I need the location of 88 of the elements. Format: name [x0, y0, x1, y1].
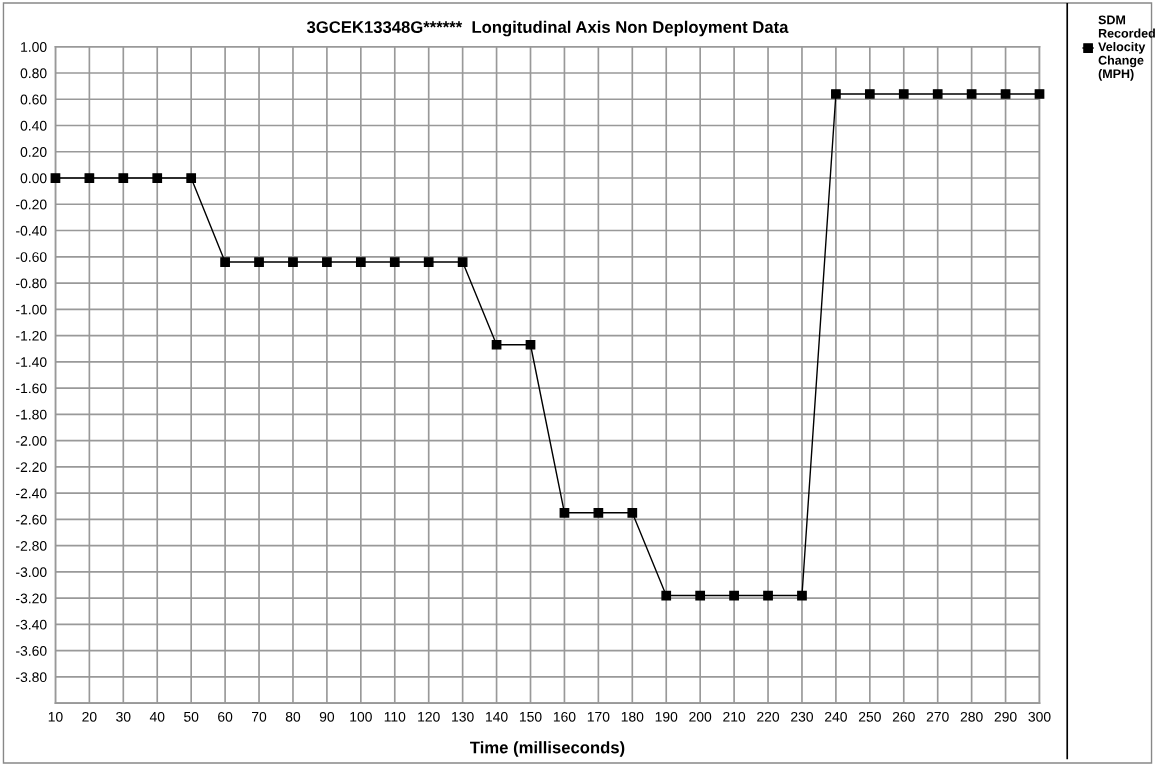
x-tick-label: 50	[184, 711, 199, 722]
point	[322, 257, 332, 267]
x-tick-label: 270	[926, 711, 949, 722]
y-tick-label: -0.60	[16, 252, 47, 262]
point	[288, 257, 298, 267]
x-tick-label: 140	[486, 711, 508, 722]
y-tick-label: -3.00	[16, 567, 47, 578]
point	[559, 507, 570, 518]
point	[423, 257, 434, 267]
x-tick-label: 40	[149, 711, 165, 722]
point	[864, 89, 875, 99]
point	[966, 89, 977, 99]
point	[254, 257, 264, 267]
y-tick-label: -2.60	[16, 514, 47, 525]
x-axis-title: Time (milliseconds)	[470, 741, 625, 757]
x-tick-label: 280	[960, 711, 983, 722]
point	[627, 507, 638, 518]
point	[220, 257, 230, 267]
point	[898, 89, 909, 99]
y-tick-label: -3.60	[16, 646, 47, 656]
y-tick-label: -0.20	[16, 199, 47, 210]
x-tick-label: 170	[587, 711, 610, 722]
point	[593, 507, 604, 518]
x-tick-label: 200	[689, 711, 712, 722]
y-tick-label: -2.00	[16, 435, 47, 446]
x-tick-label: 100	[350, 711, 372, 722]
y-tick-label: -1.00	[16, 304, 47, 315]
y-tick-label: -1.80	[16, 409, 47, 420]
x-tick-label: 120	[418, 711, 440, 722]
y-tick-label: -0.80	[16, 278, 47, 289]
x-tick-label: 220	[757, 711, 780, 722]
point	[1000, 89, 1011, 99]
point	[152, 173, 163, 183]
point	[491, 339, 502, 350]
y-tick-label: 0.80	[20, 68, 47, 79]
y-tick-label: -0.40	[16, 225, 47, 236]
point	[932, 89, 943, 99]
x-tick-label: 260	[892, 711, 915, 722]
x-tick-label: 210	[723, 711, 746, 722]
y-tick-label: 0.00	[20, 173, 47, 184]
point	[50, 173, 61, 183]
y-tick-label: -2.80	[16, 540, 47, 551]
point	[831, 89, 841, 99]
x-tick-label: 160	[553, 711, 576, 722]
y-tick-label: 1.00	[21, 42, 47, 52]
point	[729, 590, 739, 601]
point	[186, 173, 197, 183]
x-tick-label: 290	[994, 711, 1017, 722]
point	[661, 590, 672, 601]
y-tick-label: -1.20	[16, 330, 47, 341]
point	[695, 590, 706, 601]
x-tick-label: 10	[48, 711, 63, 722]
x-tick-label: 300	[1028, 711, 1051, 722]
x-tick-label: 60	[218, 711, 233, 722]
x-tick-label: 110	[384, 711, 406, 722]
x-tick-label: 230	[791, 711, 814, 722]
y-tick-label: 0.60	[20, 94, 47, 105]
x-tick-label: 130	[452, 711, 474, 722]
y-tick-label: -2.40	[16, 488, 47, 499]
x-tick-label: 180	[621, 711, 644, 722]
point	[84, 173, 95, 183]
y-tick-label: -3.80	[16, 672, 47, 683]
legend-label: SDM Recorded Velocity Change (MPH)	[1098, 15, 1155, 81]
point	[797, 590, 807, 601]
point	[1034, 89, 1045, 99]
y-tick-label: 0.40	[20, 120, 47, 131]
x-tick-label: 150	[519, 711, 542, 722]
y-tick-label: -3.40	[16, 619, 47, 630]
x-tick-label: 20	[82, 711, 97, 722]
y-tick-label: -1.60	[16, 383, 47, 394]
x-tick-label: 30	[116, 711, 131, 722]
x-tick-label: 90	[319, 711, 335, 722]
x-tick-label: 250	[858, 711, 881, 722]
y-tick-label: 0.20	[20, 147, 47, 157]
point	[763, 590, 773, 601]
x-tick-label: 240	[825, 711, 847, 722]
point	[389, 257, 400, 267]
y-tick-label: -1.40	[16, 357, 47, 367]
point	[525, 339, 536, 350]
x-tick-label: 190	[655, 711, 678, 722]
point	[118, 173, 129, 183]
chart-title: 3GCEK13348G****** Longitudinal Axis Non Deployment Data	[306, 20, 789, 37]
x-tick-label: 80	[285, 711, 301, 722]
point	[457, 257, 468, 267]
x-tick-label: 70	[252, 711, 267, 722]
y-tick-label: -2.20	[16, 462, 47, 473]
point	[355, 257, 366, 267]
y-tick-label: -3.20	[16, 593, 47, 604]
